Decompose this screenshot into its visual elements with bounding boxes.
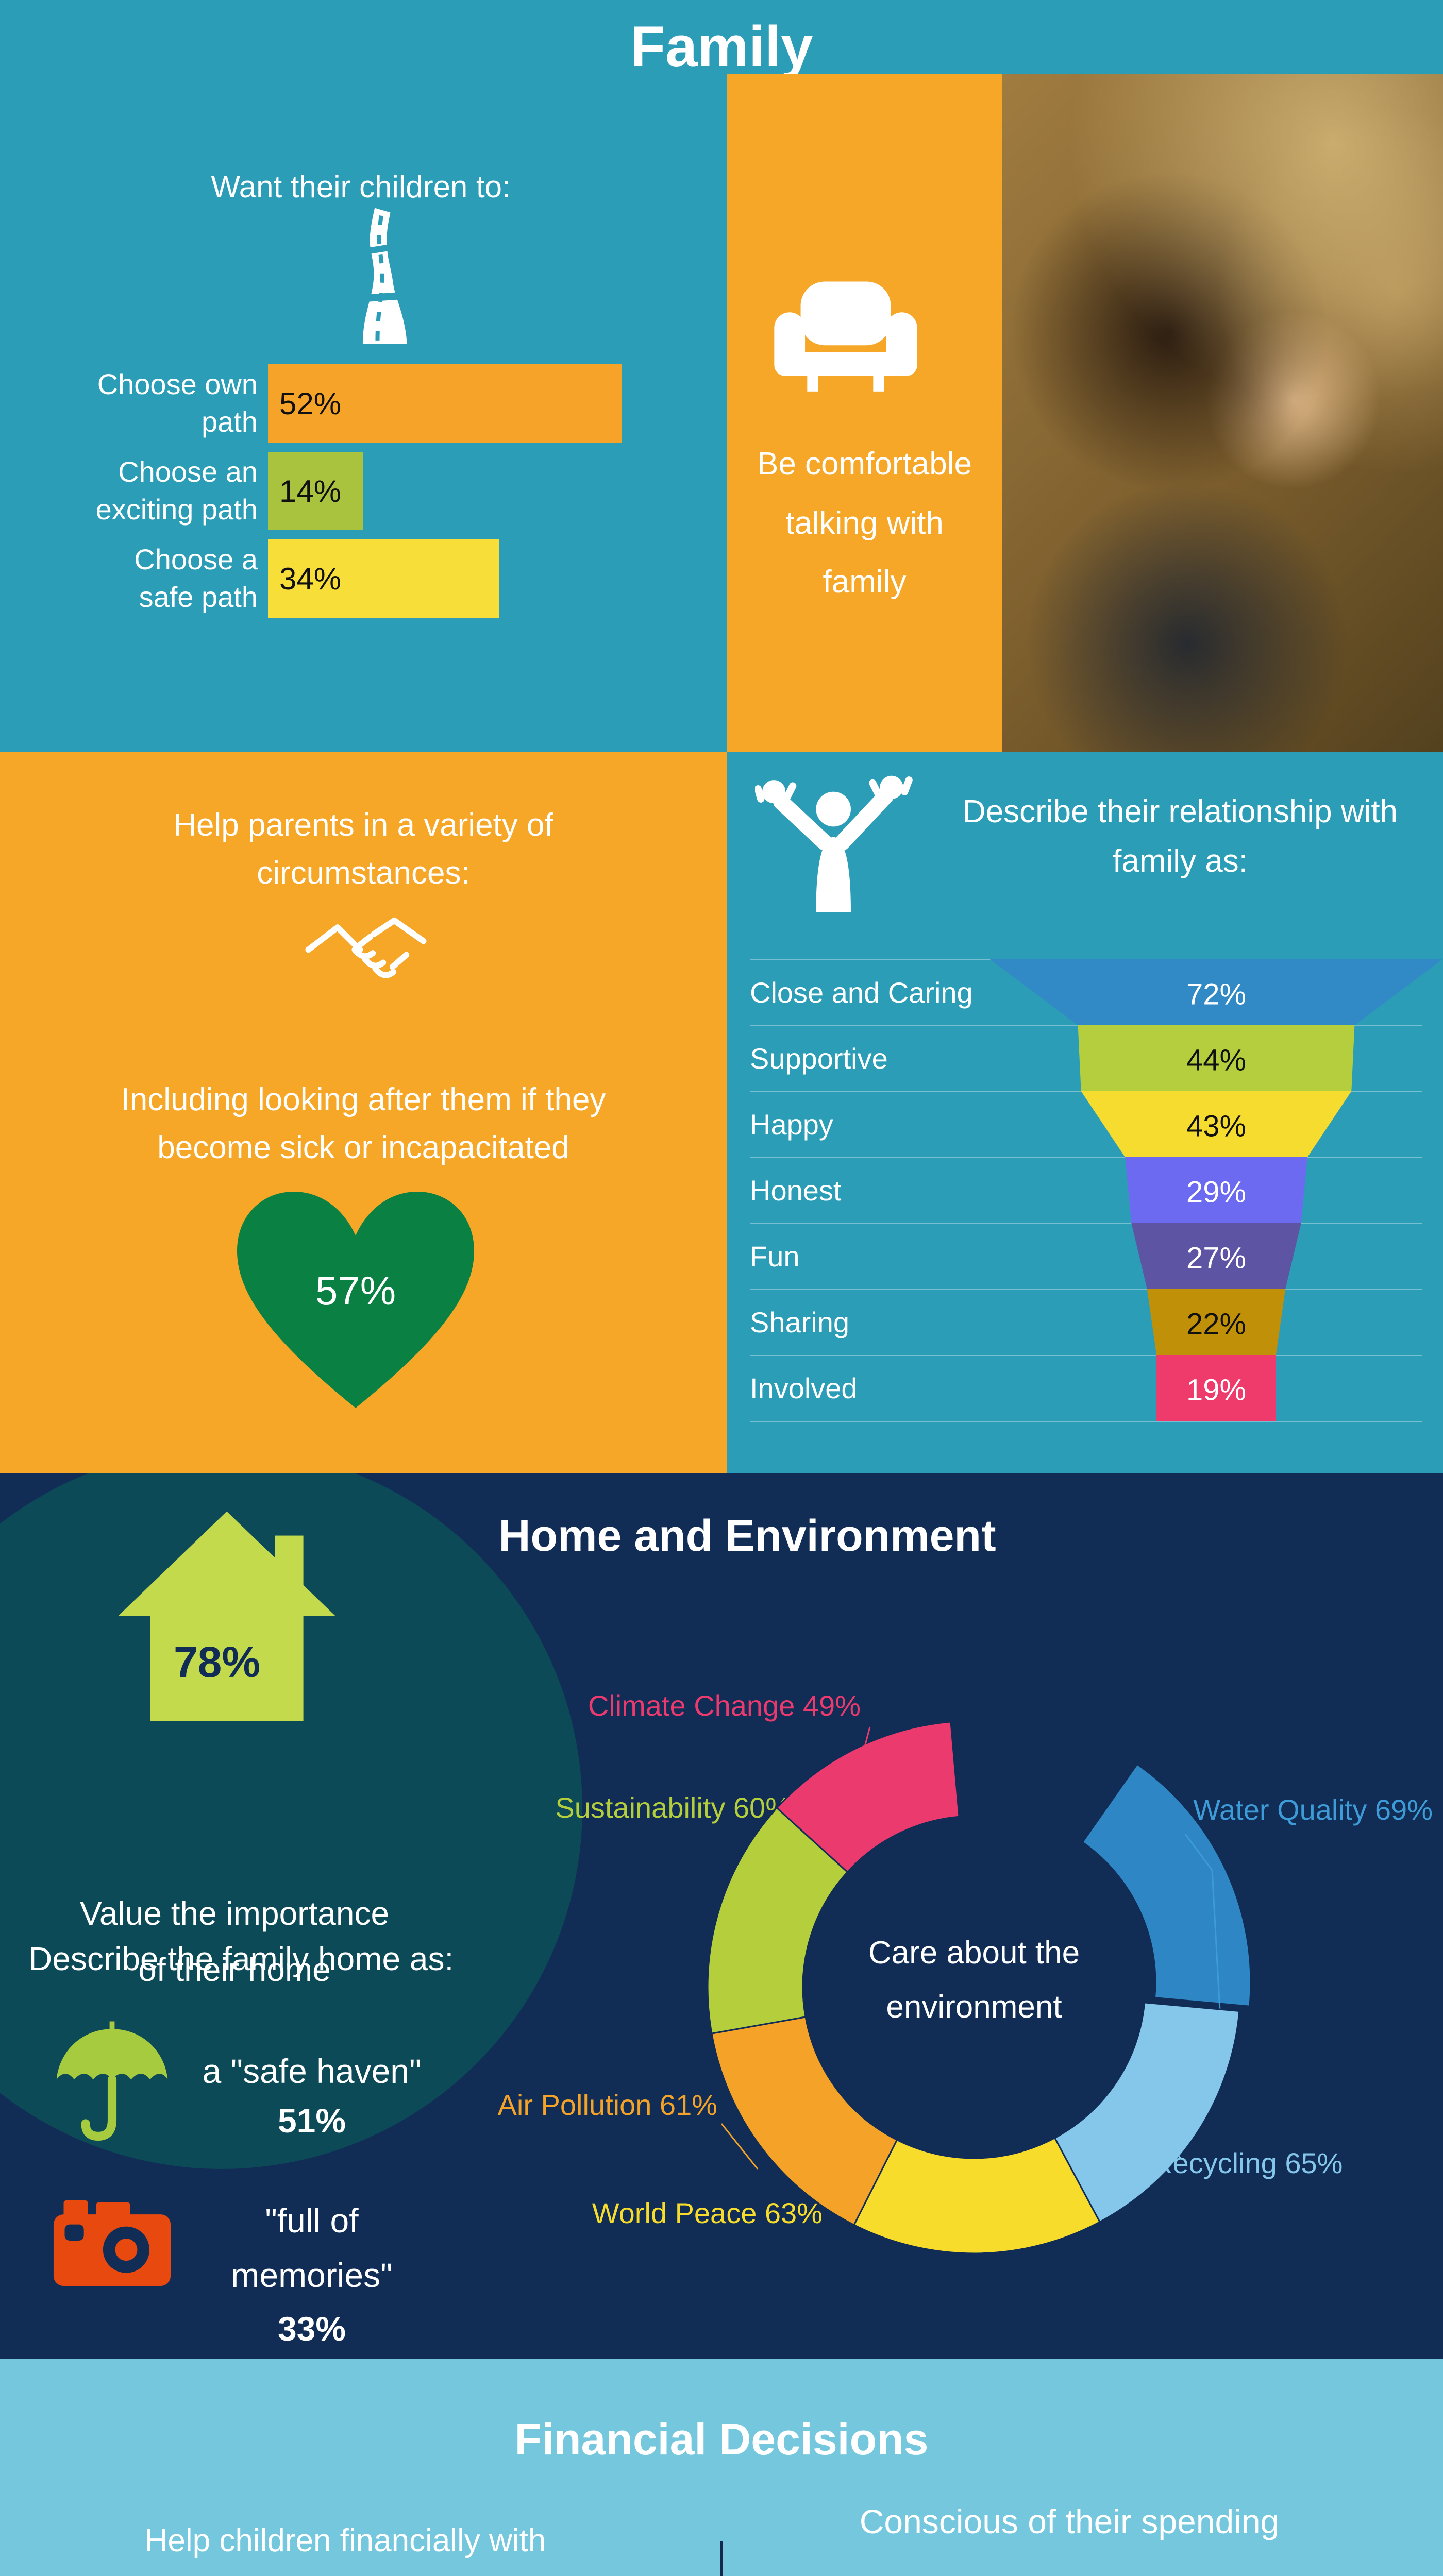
camera-icon bbox=[53, 2200, 171, 2286]
section-title-financial: Financial Decisions bbox=[514, 2415, 929, 2464]
donut-leader-line bbox=[741, 1835, 760, 1881]
armchair-icon bbox=[774, 281, 917, 392]
donut-leader-line bbox=[859, 1726, 871, 1767]
donut-segment-label: Climate Change 49% bbox=[588, 1689, 861, 1722]
family-photo bbox=[1002, 74, 1443, 752]
section-financial: Financial Decisions Help children financ… bbox=[0, 2359, 1443, 2576]
help-parents-subtext: Including looking after them if they bec… bbox=[121, 1082, 606, 1165]
bar-category-label: Choose a safe path bbox=[134, 543, 258, 613]
funnel-value-label: 19% bbox=[1186, 1374, 1246, 1407]
funnel-category-label: Honest bbox=[750, 1174, 842, 1207]
relationship-panel: Describe their relationship with family … bbox=[727, 752, 1443, 1473]
donut-segment-label: World Peace 63% bbox=[592, 2197, 823, 2229]
vertical-divider bbox=[720, 2541, 723, 2576]
donut-segment bbox=[711, 2016, 898, 2226]
funnel-band bbox=[1125, 1157, 1307, 1223]
funnel-category-label: Involved bbox=[750, 1371, 858, 1404]
memories-label: "full of memories" bbox=[231, 2201, 393, 2294]
funnel-value-label: 44% bbox=[1186, 1044, 1246, 1077]
funnel-band bbox=[989, 959, 1443, 1025]
section-family-row2: Help parents in a variety of circumstanc… bbox=[0, 752, 1443, 1473]
help-parents-value: 57% bbox=[315, 1268, 396, 1313]
bar-category-label: Choose an exciting path bbox=[95, 455, 258, 526]
donut-segment bbox=[853, 2137, 1101, 2255]
bar: 14% bbox=[268, 452, 363, 530]
bar-value-label: 34% bbox=[279, 561, 342, 596]
funnel-value-label: 43% bbox=[1186, 1110, 1246, 1143]
environment-donut-chart: Water Quality 69% Recycling 65% World Peac… bbox=[498, 1689, 1433, 2255]
bar-row: Choose an exciting path 14% bbox=[0, 452, 722, 530]
donut-segment-label: Water Quality 69% bbox=[1193, 1793, 1433, 1826]
safe-haven-value: 51% bbox=[277, 2102, 346, 2140]
bar-value-label: 52% bbox=[279, 386, 342, 421]
gauge-title: Conscious of their spending bbox=[859, 2502, 1280, 2540]
funnel-category-label: Close and Caring bbox=[750, 976, 973, 1009]
funnel-value-label: 27% bbox=[1186, 1242, 1246, 1275]
section-title-family: Family bbox=[630, 14, 813, 79]
donut-segment bbox=[1081, 1763, 1252, 2007]
section-title-home: Home and Environment bbox=[498, 1511, 996, 1561]
donut-leader-line bbox=[1145, 2127, 1183, 2161]
help-parents-title: Help parents in a variety of circumstanc… bbox=[173, 807, 553, 891]
house-value: 78% bbox=[173, 1638, 261, 1686]
funnel-band bbox=[1147, 1289, 1286, 1355]
funnel-band bbox=[1081, 1091, 1352, 1157]
funnel-band bbox=[1078, 1025, 1355, 1091]
donut-leader-line bbox=[720, 2123, 759, 2170]
gauge-value-label: 51% bbox=[906, 2571, 972, 2576]
bar-chart: Choose own path 52% Choose an exciting pat… bbox=[0, 364, 722, 622]
funnel-category-label: Happy bbox=[750, 1108, 833, 1141]
donut-segment bbox=[776, 1721, 960, 1873]
donut-segment-label: Sustainability 60% bbox=[555, 1791, 791, 1824]
funnel-value-label: 29% bbox=[1186, 1176, 1246, 1209]
funnel-category-label: Fun bbox=[750, 1240, 800, 1273]
talk-panel-text: Be comfortable talking with family bbox=[757, 446, 972, 600]
heart-icon bbox=[237, 1192, 474, 1408]
donut-segment bbox=[1053, 2002, 1240, 2223]
funnel-row-separator bbox=[750, 1157, 1422, 1158]
safe-haven-label: a "safe haven" bbox=[202, 2052, 422, 2090]
talk-panel: Be comfortable talking with family bbox=[727, 74, 1443, 752]
funnel-category-label: Sharing bbox=[750, 1306, 850, 1338]
funnel-band bbox=[1131, 1223, 1301, 1289]
bar-row: Choose own path 52% bbox=[0, 364, 722, 443]
donut-segment-label: Recycling 65% bbox=[1152, 2147, 1343, 2179]
funnel-category-label: Supportive bbox=[750, 1042, 888, 1075]
funnel-value-label: 72% bbox=[1186, 978, 1246, 1011]
donut-center-label: Care about the environment bbox=[868, 1935, 1080, 2025]
bar-chart-header: Want their children to: bbox=[211, 170, 511, 204]
funnel-row-separator bbox=[750, 1421, 1422, 1422]
bar-category-label: Choose own path bbox=[97, 368, 258, 438]
bar: 34% bbox=[268, 539, 499, 618]
house-caption: Value the importance of their home bbox=[79, 1895, 390, 1988]
road-icon bbox=[355, 208, 407, 344]
help-parents-panel: Help parents in a variety of circumstanc… bbox=[0, 752, 727, 1473]
help-children-header: Help children financially with bbox=[144, 2523, 546, 2558]
memories-value: 33% bbox=[277, 2310, 346, 2348]
handshake-icon bbox=[305, 917, 427, 978]
bar-value-label: 14% bbox=[279, 473, 342, 509]
funnel-title: Describe their relationship with family … bbox=[962, 794, 1398, 879]
donut-segment bbox=[707, 1807, 849, 2035]
funnel-row-separator bbox=[750, 1355, 1422, 1356]
bar: 52% bbox=[268, 364, 622, 443]
home-describe-header: Describe the family home as: bbox=[28, 1940, 454, 1977]
section-family: Family Want their children to: Choose ow… bbox=[0, 0, 1443, 752]
house-icon bbox=[118, 1511, 336, 1721]
funnel-chart: 72% 44% 43% 29% 27% 22% 19% bbox=[989, 959, 1443, 1421]
funnel-row-separator bbox=[750, 1289, 1422, 1290]
funnel-value-label: 22% bbox=[1186, 1308, 1246, 1341]
donut-segment-label: Air Pollution 61% bbox=[498, 2089, 717, 2121]
spending-gauge-chart: 51%34% bbox=[906, 2571, 972, 2576]
funnel-row-separator bbox=[750, 1223, 1422, 1224]
family-celebrating-icon bbox=[755, 775, 913, 912]
section-home-environment: Home and Environment 78% Value the impor… bbox=[0, 1473, 1443, 2359]
funnel-band bbox=[1156, 1355, 1276, 1421]
umbrella-icon bbox=[56, 2021, 168, 2141]
bar-row: Choose a safe path 34% bbox=[0, 539, 722, 618]
